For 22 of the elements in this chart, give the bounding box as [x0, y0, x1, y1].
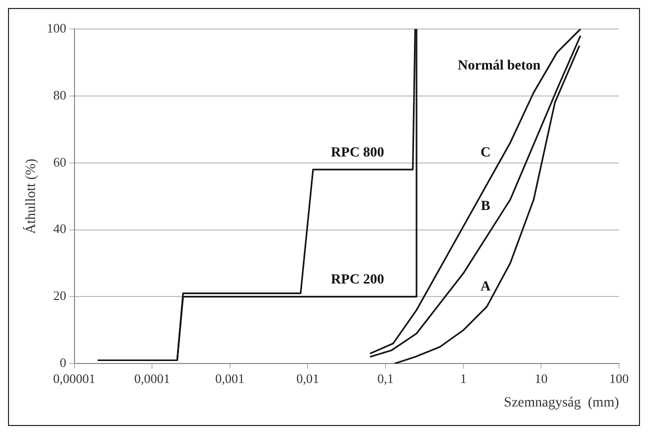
x-axis-title: Szemnagyság (mm) — [504, 395, 620, 410]
y-axis-title: Áthullott (%) — [22, 158, 40, 234]
y-tick-label: 0 — [60, 355, 66, 370]
y-tick-label: 60 — [53, 154, 66, 170]
x-tick-label: 0,00001 — [53, 370, 96, 386]
y-tick-label: 80 — [53, 87, 66, 102]
x-tick-label: 1 — [460, 370, 467, 386]
y-tick-label: 100 — [46, 20, 66, 36]
annotation: B — [480, 198, 490, 214]
x-tick-label: 0,0001 — [134, 370, 170, 386]
annotation: RPC 800 — [330, 145, 384, 160]
x-tick-label: 0,001 — [215, 370, 245, 386]
annotation: A — [480, 279, 492, 294]
x-tick-label: 0,01 — [296, 370, 320, 386]
y-tick-label: 20 — [53, 288, 66, 304]
x-tick-label: 100 — [609, 370, 629, 386]
y-tick-label: 40 — [53, 221, 66, 236]
annotation: RPC 200 — [330, 272, 384, 288]
x-tick-label: 10 — [534, 370, 548, 386]
annotation: Normál beton — [458, 58, 541, 74]
annotation: C — [480, 145, 491, 160]
x-tick-label: 0,1 — [377, 370, 394, 386]
